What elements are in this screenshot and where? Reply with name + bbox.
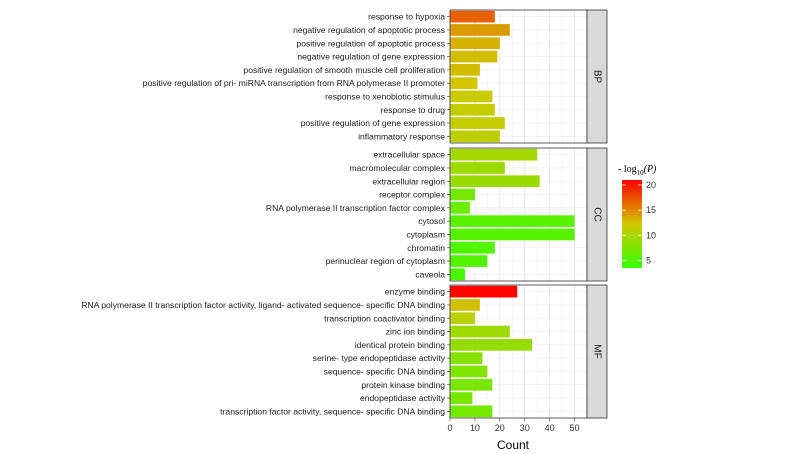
category-label: extracellular region bbox=[372, 176, 445, 186]
category-label: negative regulation of gene expression bbox=[297, 52, 445, 62]
legend-tick-label: 15 bbox=[646, 205, 656, 215]
facet-strip bbox=[586, 284, 608, 419]
category-label: enzyme binding bbox=[385, 287, 445, 297]
category-label: RNA polymerase II transcription factor a… bbox=[81, 300, 445, 310]
bar bbox=[450, 90, 493, 103]
category-label: positive regulation of pri- miRNA transc… bbox=[143, 78, 445, 88]
bar bbox=[450, 392, 473, 404]
bar bbox=[450, 77, 478, 90]
category-label: protein kinase binding bbox=[361, 380, 445, 390]
category-label: cytoplasm bbox=[406, 229, 445, 239]
category-label: response to hypoxia bbox=[368, 12, 445, 22]
category-label: positive regulation of gene expression bbox=[301, 118, 445, 128]
category-label: chromatin bbox=[407, 243, 445, 253]
category-label: zinc ion binding bbox=[386, 327, 445, 337]
facet-strip-label: MF bbox=[592, 344, 603, 358]
x-tick-label: 40 bbox=[545, 423, 555, 433]
bar bbox=[450, 378, 493, 391]
legend-tick-label: 5 bbox=[646, 255, 651, 265]
category-label: inflammatory response bbox=[358, 131, 445, 141]
legend-tick-label: 20 bbox=[646, 180, 656, 190]
panel-cc: extracellular space macromolecular comple… bbox=[266, 147, 608, 282]
category-label: negative regulation of apoptotic process bbox=[293, 25, 445, 35]
bar bbox=[450, 241, 495, 254]
legend-tick-label: 10 bbox=[646, 230, 656, 240]
category-label: positive regulation of smooth muscle cel… bbox=[243, 65, 445, 75]
facet-strip-label: CC bbox=[592, 207, 603, 221]
bar bbox=[450, 312, 475, 325]
bar bbox=[450, 285, 518, 298]
panel-mf: enzyme binding RNA polymerase II transcri… bbox=[81, 284, 608, 419]
bar bbox=[450, 268, 465, 281]
bar bbox=[450, 148, 538, 161]
x-tick-label: 10 bbox=[470, 423, 480, 433]
category-label: caveola bbox=[415, 269, 445, 279]
bar bbox=[450, 37, 500, 50]
category-label: perinuclear region of cytoplasm bbox=[326, 256, 445, 266]
bar bbox=[450, 130, 500, 143]
bar bbox=[450, 162, 505, 174]
bar bbox=[450, 255, 488, 267]
legend: - log10(P) 5 10 15 20 bbox=[618, 164, 657, 268]
panel-bp: response to hypoxia negative regulation o… bbox=[143, 9, 608, 144]
bar bbox=[450, 63, 480, 76]
bar bbox=[450, 325, 510, 338]
bar bbox=[450, 103, 495, 116]
facet-strip bbox=[586, 9, 608, 144]
legend-title: - log10(P) bbox=[618, 164, 657, 177]
bar bbox=[450, 365, 488, 378]
facet-strip-label: BP bbox=[592, 70, 603, 84]
category-label: macromolecular complex bbox=[349, 163, 445, 173]
bar bbox=[450, 228, 575, 241]
category-label: cytosol bbox=[418, 216, 445, 226]
category-label: transcription factor activity, sequence-… bbox=[220, 406, 445, 416]
category-label: transcription coactivator binding bbox=[324, 313, 445, 323]
x-tick-label: 0 bbox=[447, 423, 452, 433]
bar bbox=[450, 338, 533, 351]
bar bbox=[450, 215, 575, 228]
bar bbox=[450, 188, 475, 201]
category-label: positive regulation of apoptotic process bbox=[296, 38, 445, 48]
bar bbox=[450, 24, 510, 36]
x-tick-label: 20 bbox=[495, 423, 505, 433]
x-axis-title: Count bbox=[497, 438, 530, 452]
category-label: endopeptidase activity bbox=[360, 393, 446, 403]
category-label: receptor complex bbox=[379, 190, 446, 200]
category-label: serine- type endopeptidase activity bbox=[313, 353, 446, 363]
bar bbox=[450, 175, 540, 188]
bar bbox=[450, 201, 470, 214]
bar bbox=[450, 405, 493, 418]
category-label: identical protein binding bbox=[355, 340, 446, 350]
bar bbox=[450, 117, 505, 129]
category-label: RNA polymerase II transcription factor c… bbox=[266, 203, 446, 213]
category-label: extracellular space bbox=[373, 150, 445, 160]
x-tick-label: 50 bbox=[570, 423, 580, 433]
bar bbox=[450, 50, 498, 63]
category-label: sequence- specific DNA binding bbox=[324, 366, 446, 376]
bar bbox=[450, 10, 495, 23]
category-label: response to drug bbox=[381, 105, 446, 115]
bar bbox=[450, 352, 483, 365]
facet-strip bbox=[586, 147, 608, 282]
bar bbox=[450, 299, 480, 311]
legend-colorbar bbox=[622, 180, 642, 268]
x-tick-label: 30 bbox=[520, 423, 530, 433]
category-label: response to xenobiotic stimulus bbox=[325, 91, 445, 101]
